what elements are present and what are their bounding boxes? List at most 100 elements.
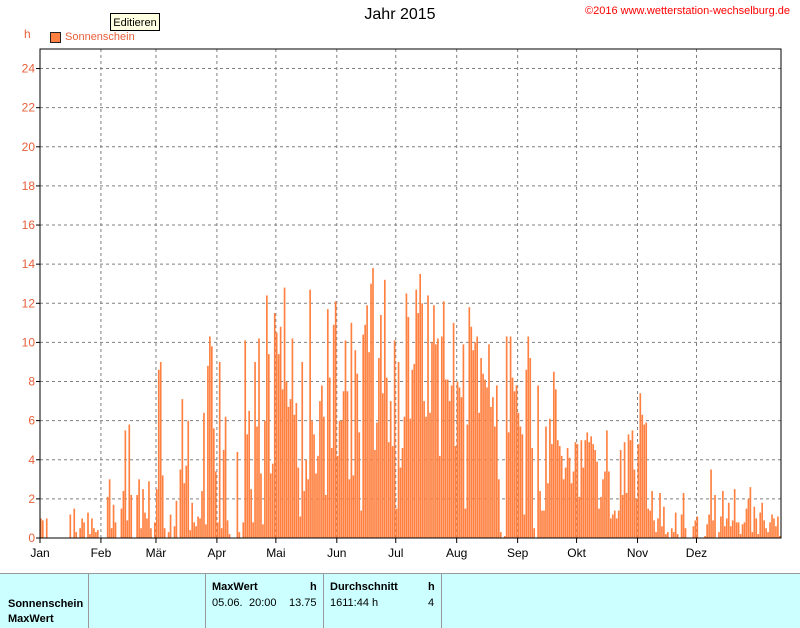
sunshine-bar (729, 526, 732, 538)
sunshine-bar (248, 410, 251, 538)
sunshine-bar (525, 369, 528, 538)
sunshine-bar (173, 526, 176, 538)
sunshine-bar (621, 494, 624, 538)
sunshine-bar (643, 424, 646, 538)
sunshine-bar (478, 412, 480, 538)
sunshine-bar (287, 406, 290, 538)
sunshine-bar (81, 518, 83, 538)
sunshine-bar (242, 522, 245, 538)
plot-frame (39, 48, 782, 539)
sunshine-bar (602, 479, 604, 538)
sunshine-bar (527, 336, 530, 538)
sunshine-bar (737, 522, 740, 538)
sunshine-bar (228, 534, 231, 538)
sunshine-bar (264, 420, 266, 538)
sunshine-bar (425, 416, 427, 538)
month-label: Sep (507, 546, 529, 560)
sunshine-bar (138, 479, 140, 538)
sunshine-bar (189, 530, 192, 538)
sunshine-bar (733, 489, 736, 538)
sunshine-bar (106, 496, 109, 538)
sunshine-bar (411, 369, 414, 538)
sunshine-bar (161, 475, 164, 538)
sunshine-bar (773, 518, 775, 538)
sunshine-bar (181, 399, 184, 538)
sunshine-bar (289, 399, 292, 538)
sunshine-bar (551, 444, 553, 538)
sunshine-bar (366, 305, 368, 538)
sunshine-bar (397, 361, 400, 538)
sunshine-bar (360, 510, 363, 538)
sunshine-bar (574, 442, 577, 538)
sunshine-bar (608, 471, 610, 538)
sunshine-bar (556, 440, 559, 538)
sunshine-bar (582, 467, 585, 538)
legend-swatch (50, 31, 61, 43)
sunshine-bar (751, 532, 754, 538)
month-label: Mär (146, 546, 167, 560)
sunshine-bar (594, 449, 596, 538)
sunshine-bar (745, 508, 748, 538)
sunshine-bar (342, 391, 345, 538)
sunshine-bar (659, 493, 661, 538)
sunshine-bar (344, 340, 347, 538)
sunshine-bar (415, 289, 418, 538)
sunshine-bar (350, 322, 353, 538)
copyright-link[interactable]: ©2016 www.wetterstation-wechselburg.de (585, 5, 790, 17)
average-column: Durchschnitt h 1611:44 h 4 (324, 574, 442, 628)
sunshine-bar (120, 508, 123, 538)
sunshine-bar (368, 352, 370, 538)
sunshine-bar (159, 361, 162, 538)
sunshine-bar (372, 268, 374, 538)
sunshine-bar (114, 522, 117, 538)
sunshine-bar (570, 483, 573, 538)
sunshine-bar (222, 449, 225, 538)
sunshine-bar (224, 416, 227, 538)
sunshine-bar (482, 373, 484, 538)
sunshine-bar (338, 420, 341, 538)
y-tick-label: 24 (22, 62, 36, 76)
y-tick-label: 12 (22, 296, 36, 310)
sunshine-bar (283, 287, 286, 538)
sunshine-bar (663, 506, 665, 538)
edit-button[interactable]: Editieren (110, 13, 160, 31)
sunshine-bar (391, 446, 394, 538)
y-tick-label: 18 (22, 179, 36, 193)
sunshine-bar (45, 518, 48, 538)
sunshine-bar (448, 401, 451, 538)
y-tick-label: 0 (28, 531, 35, 545)
sunshine-bar (427, 295, 429, 538)
sunshine-bar (336, 455, 339, 538)
sunshine-bar (651, 491, 653, 538)
average-total: 1611:44 h (330, 597, 379, 609)
sunshine-bar (665, 534, 667, 538)
sunshine-bar (519, 426, 522, 538)
sunshine-bar (266, 295, 268, 538)
sunshine-bar (667, 532, 669, 538)
sunshine-bar (725, 518, 728, 538)
sunshine-bar (490, 406, 492, 538)
sunshine-bar (600, 496, 602, 538)
sunshine-bar (558, 446, 561, 538)
sunshine-bar (586, 432, 589, 538)
sunshine-bar (431, 342, 433, 538)
sunshine-bar (722, 491, 724, 538)
y-tick-label: 20 (22, 140, 36, 154)
y-tick-label: 14 (22, 257, 36, 271)
maxwert-unit-header: h (310, 581, 317, 593)
sunshine-bar (435, 344, 437, 538)
sunshine-bar (503, 536, 506, 538)
sunshine-bar (661, 526, 663, 538)
sunshine-bar (285, 381, 288, 538)
sunshine-bar (305, 459, 308, 538)
sunshine-bar (187, 420, 190, 538)
sunshine-bar (395, 508, 398, 538)
sunshine-bar (330, 448, 333, 538)
sunshine-bar (578, 496, 581, 538)
sunshine-bar (576, 444, 579, 538)
sunshine-bar (323, 416, 325, 538)
sunshine-bar (297, 467, 300, 538)
month-label: Okt (567, 546, 586, 560)
sunshine-bar (554, 389, 557, 538)
y-tick-label: 2 (28, 492, 35, 506)
